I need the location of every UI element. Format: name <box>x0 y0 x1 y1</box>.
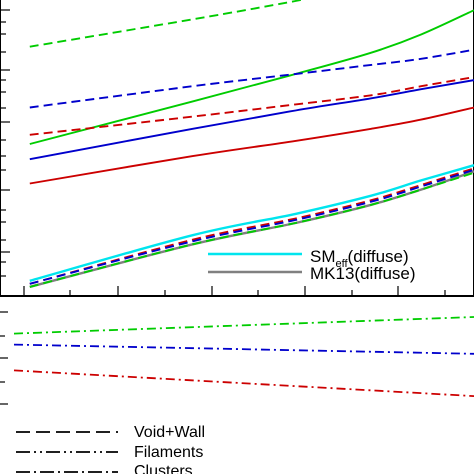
legend-label-filaments: Filaments <box>134 444 203 461</box>
upper-series-line-9 <box>29 167 474 285</box>
lower-panel <box>0 295 474 405</box>
lower-series-lines <box>13 316 474 397</box>
lower-y-ticks <box>0 311 8 405</box>
upper-panel <box>0 0 474 297</box>
upper-series-line-11 <box>29 171 474 288</box>
upper-series-line-5 <box>29 106 474 185</box>
legend-label-mk13: MK13(diffuse) <box>310 264 416 283</box>
upper-series-line-7 <box>29 164 474 282</box>
upper-series-lines <box>29 0 474 289</box>
lower-legend: Void+Wall Filaments Clusters <box>16 424 205 474</box>
legend-label-void-wall: Void+Wall <box>134 424 205 441</box>
upper-y-ticks <box>0 9 10 277</box>
upper-series-line-2 <box>29 0 307 48</box>
lower-series-line-1 <box>13 316 474 335</box>
upper-series-line-1 <box>29 9 474 145</box>
upper-series-line-6 <box>29 76 474 136</box>
legend-label-sm-eff-sub: eff <box>336 258 349 270</box>
upper-legend: SMeff(diffuse) MK13(diffuse) <box>208 247 416 283</box>
legend-label-clusters: Clusters <box>134 463 193 474</box>
upper-series-line-10 <box>29 168 474 285</box>
lower-series-line-2 <box>13 343 474 355</box>
legend-label-sm-eff-suffix: (diffuse) <box>348 247 409 266</box>
lower-series-line-3 <box>13 369 474 397</box>
upper-series-line-3 <box>29 79 474 161</box>
upper-series-line-4 <box>29 48 474 109</box>
upper-x-ticks <box>23 286 446 296</box>
legend-label-sm-eff-main: SM <box>310 247 336 266</box>
legend-label-sm-eff: SMeff(diffuse) <box>310 247 409 270</box>
